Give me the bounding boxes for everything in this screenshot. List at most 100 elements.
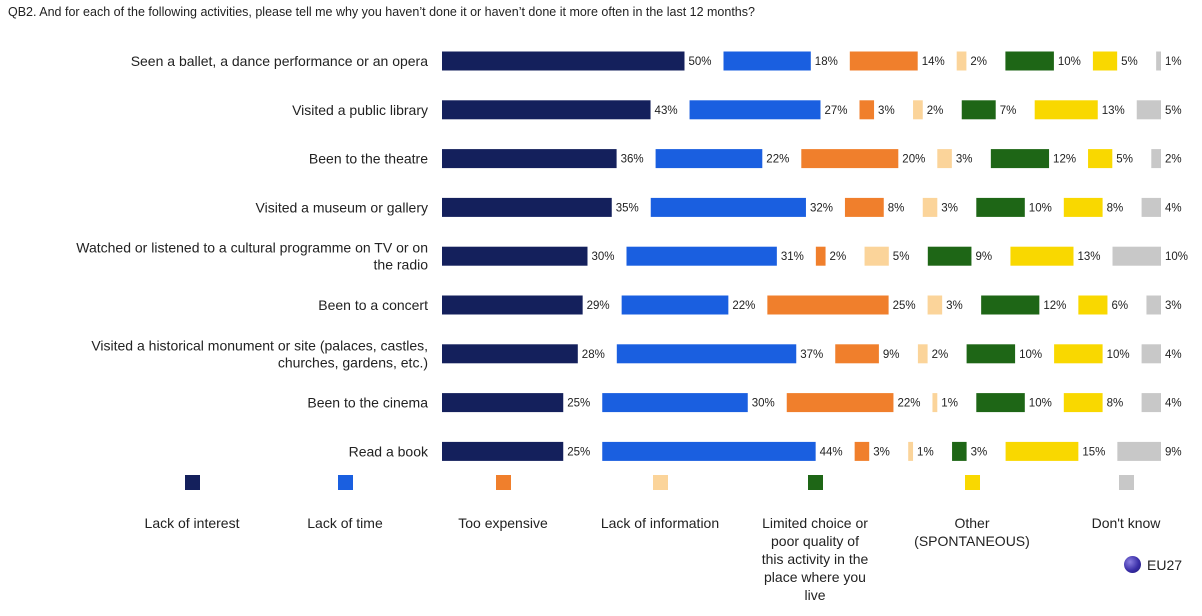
bar-segment: [689, 100, 821, 120]
bar-segment: [442, 441, 564, 461]
legend-label: Limited choice or poor quality of this act…: [761, 515, 869, 603]
legend-swatch: [495, 475, 511, 490]
eu27-label: EU27: [1147, 556, 1183, 573]
legend-swatch: [1118, 475, 1134, 490]
bar-segment: [442, 393, 564, 413]
value-label: 2%: [970, 56, 987, 68]
value-label: 25%: [567, 398, 590, 410]
bar-segment: [767, 295, 889, 315]
value-label: 5%: [1165, 105, 1182, 117]
question-text: QB2. And for each of the following activ…: [8, 5, 755, 19]
bar-segment: [927, 246, 972, 266]
bar-segment: [442, 100, 651, 120]
value-label: 2%: [1165, 154, 1182, 166]
value-label: 9%: [1165, 446, 1182, 458]
bar-segment: [1088, 149, 1113, 169]
category-label: Seen a ballet, a dance performance or an…: [131, 53, 429, 69]
legend-label: Other (SPONTANEOUS): [914, 515, 1030, 549]
bar-segment: [1141, 197, 1161, 217]
bar-segment: [976, 393, 1025, 413]
value-label: 2%: [830, 251, 847, 263]
value-label: 44%: [820, 446, 843, 458]
value-label: 22%: [732, 300, 755, 312]
value-label: 13%: [1102, 105, 1125, 117]
bar-segment: [961, 100, 996, 120]
bar-segment: [442, 149, 617, 169]
bar-segment: [952, 441, 967, 461]
value-label: 12%: [1043, 300, 1066, 312]
legend-label: Lack of time: [307, 515, 383, 531]
legend-swatch: [807, 475, 823, 490]
bar-segment: [723, 51, 811, 71]
legend-label: Don't know: [1091, 515, 1161, 531]
bar-segment: [801, 149, 899, 169]
bar-segment: [981, 295, 1040, 315]
bar-segment: [1034, 100, 1098, 120]
bar-segment: [922, 197, 938, 217]
bar-segment: [1136, 100, 1161, 120]
value-label: 10%: [1029, 202, 1052, 214]
globe-icon: [1124, 556, 1141, 573]
bar-segment: [908, 441, 914, 461]
value-label: 37%: [800, 349, 823, 361]
bar-segment: [1146, 295, 1161, 315]
bar-segment: [602, 393, 748, 413]
bar-segment: [602, 441, 816, 461]
bar-segment: [442, 344, 578, 364]
bar-segment: [1005, 441, 1079, 461]
value-label: 32%: [810, 202, 833, 214]
legend-item: Lack of interest: [117, 470, 267, 532]
value-label: 3%: [956, 154, 973, 166]
value-label: 8%: [1107, 202, 1124, 214]
bar-segment: [937, 149, 952, 169]
value-label: 10%: [1029, 398, 1052, 410]
bar-segment: [927, 295, 943, 315]
value-label: 5%: [893, 251, 910, 263]
value-label: 10%: [1107, 349, 1130, 361]
bar-segment: [849, 51, 918, 71]
value-label: 25%: [567, 446, 590, 458]
value-label: 12%: [1053, 154, 1076, 166]
value-label: 3%: [971, 446, 988, 458]
value-label: 30%: [592, 251, 615, 263]
bar-segment: [626, 246, 777, 266]
bar-segment: [442, 51, 685, 71]
value-label: 14%: [922, 56, 945, 68]
bar-segment: [442, 295, 583, 315]
value-label: 4%: [1165, 202, 1182, 214]
category-label: Been to a concert: [318, 297, 428, 313]
value-label: 35%: [616, 202, 639, 214]
value-label: 22%: [897, 398, 920, 410]
value-label: 9%: [883, 349, 900, 361]
category-label: Watched or listened to a cultural progra…: [76, 240, 428, 273]
bar-segment: [442, 197, 612, 217]
legend-swatch: [184, 475, 200, 490]
value-label: 8%: [1107, 398, 1124, 410]
legend-item: Lack of time: [270, 470, 420, 532]
legend-swatch: [652, 475, 668, 490]
eu27-badge: EU27: [1124, 556, 1182, 573]
bar-segment: [1078, 295, 1108, 315]
value-label: 3%: [946, 300, 963, 312]
value-label: 7%: [1000, 105, 1017, 117]
bar-segment: [976, 197, 1025, 217]
category-label: Visited a museum or gallery: [256, 199, 428, 215]
bar-segment: [844, 197, 884, 217]
value-label: 25%: [893, 300, 916, 312]
category-label: Read a book: [349, 443, 429, 459]
value-label: 15%: [1082, 446, 1105, 458]
bar-segment: [854, 441, 870, 461]
bar-segment: [1010, 246, 1074, 266]
bar-segment: [1112, 246, 1161, 266]
value-label: 3%: [1165, 300, 1182, 312]
value-label: 13%: [1078, 251, 1101, 263]
value-label: 29%: [587, 300, 610, 312]
bar-segment: [859, 100, 875, 120]
legend-item: Other (SPONTANEOUS): [897, 470, 1047, 550]
bar-segment: [786, 393, 894, 413]
value-label: 4%: [1165, 398, 1182, 410]
bar-segment: [917, 344, 928, 364]
bar-segment: [1005, 51, 1054, 71]
bar-segment: [1063, 197, 1103, 217]
value-label: 1%: [941, 398, 958, 410]
